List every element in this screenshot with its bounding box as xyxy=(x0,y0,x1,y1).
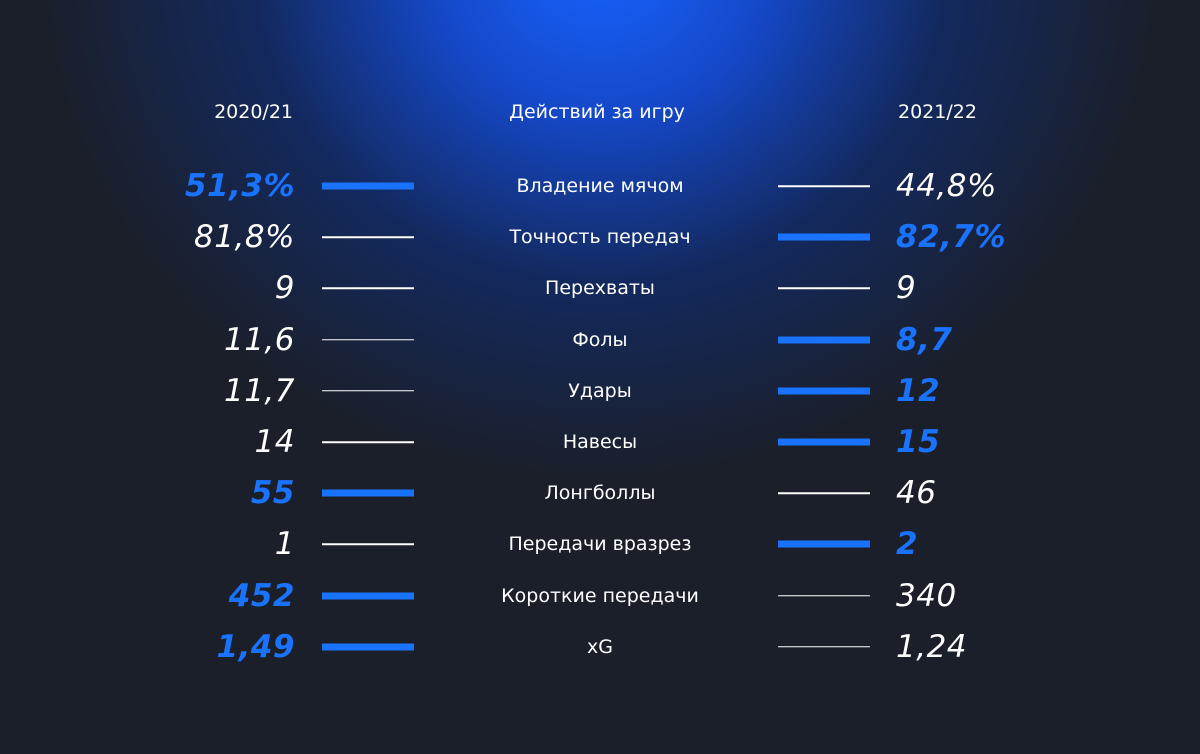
right-value: 340 xyxy=(896,577,957,614)
left-bar xyxy=(322,287,414,290)
stat-label: Лонгболлы xyxy=(544,482,656,505)
right-value: 15 xyxy=(896,424,941,460)
left-value: 1 xyxy=(274,526,295,563)
season-right: 2021/22 xyxy=(898,101,977,123)
left-bar xyxy=(322,390,414,392)
left-bar xyxy=(322,643,414,651)
right-bar xyxy=(778,540,870,548)
season-left: 2020/21 xyxy=(214,101,293,123)
left-value: 55 xyxy=(250,475,295,512)
left-bar xyxy=(322,182,414,190)
right-value: 12 xyxy=(896,372,941,409)
left-value: 51,3% xyxy=(184,168,295,204)
stat-label: Перехваты xyxy=(545,277,655,300)
right-bar xyxy=(778,185,870,187)
left-value: 81,8% xyxy=(194,219,295,256)
header-title: Действий за игру xyxy=(509,101,685,123)
right-bar xyxy=(778,438,870,446)
stat-label: Точность передач xyxy=(509,226,691,249)
right-bar xyxy=(778,336,870,344)
right-bar xyxy=(778,287,870,290)
right-value: 9 xyxy=(896,270,917,307)
left-bar xyxy=(322,441,414,443)
left-value: 9 xyxy=(274,270,295,307)
right-value: 46 xyxy=(896,475,937,512)
right-bar xyxy=(778,387,870,395)
left-bar xyxy=(322,489,414,497)
stat-label: Навесы xyxy=(562,431,638,453)
right-bar xyxy=(778,646,870,648)
left-bar xyxy=(322,543,414,546)
stat-label: Короткие передачи xyxy=(501,584,699,607)
left-bar xyxy=(322,338,414,341)
right-value: 44,8% xyxy=(896,168,997,204)
right-value: 1,24 xyxy=(896,628,968,665)
right-bar xyxy=(778,492,870,494)
left-bar xyxy=(322,236,414,238)
stat-label: Передачи вразрез xyxy=(508,533,692,556)
stat-label: Фолы xyxy=(572,328,628,351)
stat-label: xG xyxy=(587,635,613,658)
right-bar xyxy=(778,594,870,597)
left-value: 1,49 xyxy=(216,628,295,665)
right-value: 2 xyxy=(896,526,919,563)
right-value: 8,7 xyxy=(896,321,953,358)
stat-label: Владение мячом xyxy=(516,175,684,197)
right-bar xyxy=(778,233,870,241)
stat-label: Удары xyxy=(568,379,632,402)
left-value: 11,6 xyxy=(223,321,295,358)
left-bar xyxy=(322,592,414,600)
left-value: 14 xyxy=(254,424,295,460)
left-value: 11,7 xyxy=(223,372,295,409)
left-value: 452 xyxy=(228,577,295,614)
right-value: 82,7% xyxy=(896,219,1007,256)
